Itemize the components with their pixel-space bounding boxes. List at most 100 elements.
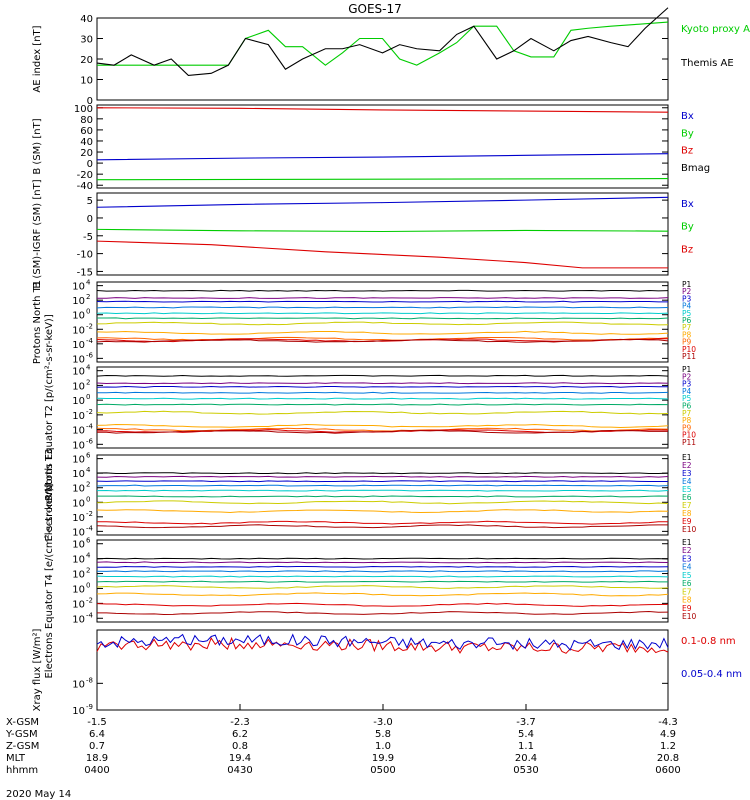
y-tick-exponent: 6 [86, 452, 91, 460]
axis-row-label: hhmm [6, 765, 38, 776]
y-tick-label: 40 [80, 137, 93, 148]
y-axis-label: Protons North T1 [32, 280, 43, 364]
series-line [96, 423, 669, 428]
y-tick-label: -20 [77, 170, 93, 181]
series-line [96, 306, 669, 309]
y-tick-label: 10 [72, 440, 85, 451]
y-axis-label: AE index [nT] [32, 25, 43, 92]
axis-value: 6.2 [232, 729, 248, 740]
y-tick-label: 10 [72, 498, 85, 509]
legend-entry: Bx [681, 199, 694, 210]
axis-value: 1.1 [518, 741, 534, 752]
axis-value: -3.7 [516, 717, 536, 728]
y-axis-label: Electrons North T3 [44, 448, 55, 541]
panel-frame [96, 454, 669, 536]
y-tick-exponent: -2 [86, 408, 93, 416]
y-tick-label: 100 [74, 104, 93, 115]
y-tick-exponent: -2 [86, 510, 93, 518]
y-tick-label: 10 [72, 325, 85, 336]
series-line [96, 585, 669, 589]
series-line [96, 570, 669, 573]
y-tick-exponent: -2 [86, 596, 93, 604]
legend-entry: P2 [682, 372, 692, 381]
legend-entry: P4 [682, 387, 692, 396]
series-line [96, 592, 669, 597]
legend-entry: E2 [682, 546, 692, 555]
legend-entry: P3 [682, 294, 692, 303]
y-tick-label: 10 [72, 484, 85, 495]
y-tick-label: 10 [72, 455, 85, 466]
y-tick-label: 10 [72, 381, 85, 392]
y-tick-exponent: 0 [86, 495, 90, 503]
legend-entry: P8 [682, 330, 692, 339]
y-tick-label: 10 [80, 76, 93, 87]
series-line [96, 602, 669, 607]
y-tick-label: 10 [72, 540, 85, 551]
axis-value: -1.5 [87, 717, 107, 728]
series-line [96, 385, 669, 388]
y-tick-label: 10 [72, 527, 85, 538]
y-tick-label: 40 [80, 14, 93, 25]
y-axis-label: Protons Equator T2 [p/(cm²-s-sr-keV)] [44, 314, 55, 501]
panel-frame [96, 17, 669, 101]
y-tick-exponent: 6 [86, 537, 91, 545]
y-tick-exponent: -6 [86, 351, 94, 359]
axis-value: 20.8 [657, 753, 679, 764]
y-axis-label: Electrons Equator T4 [e/(cm²-s-sr-keV)] [44, 483, 55, 678]
y-tick-label: 10 [72, 354, 85, 365]
legend-entry: Bz [681, 244, 693, 255]
series-line [96, 633, 669, 651]
plot-title: GOES-17 [348, 2, 402, 16]
y-tick-label: 10 [72, 282, 85, 293]
axis-value: -3.0 [373, 717, 393, 728]
axis-value: 20.4 [515, 753, 537, 764]
series-line [96, 297, 669, 299]
y-tick-exponent: 4 [86, 279, 91, 287]
y-tick-label: 10 [72, 570, 85, 581]
series-line [96, 427, 669, 432]
panel-frame [96, 281, 669, 363]
y-axis-label: Xray flux [W/m²] [32, 629, 43, 712]
axis-value: -4.3 [658, 717, 678, 728]
axis-value: 18.9 [86, 753, 108, 764]
y-tick-label: 10 [72, 513, 85, 524]
legend-entry: 0.05-0.4 nm [681, 669, 742, 680]
legend-entry: E1 [682, 538, 692, 547]
series-line [96, 636, 669, 654]
axis-row-label: Z-GSM [6, 741, 39, 752]
series-line [96, 575, 669, 578]
series-line [96, 336, 669, 341]
y-tick-exponent: 2 [86, 293, 90, 301]
axis-value: 0.7 [89, 741, 105, 752]
series-line [96, 565, 669, 568]
y-tick-label: 10 [72, 311, 85, 322]
legend-entry: E9 [682, 517, 692, 526]
y-tick-label: 20 [80, 55, 93, 66]
legend-entry: E5 [682, 485, 692, 494]
series-line [96, 611, 669, 615]
legend-entry: P6 [682, 316, 692, 325]
y-tick-label: -15 [77, 267, 93, 278]
y-axis-label: B (SM)-IGRF (SM) [nT] [32, 179, 43, 288]
y-tick-exponent: 0 [86, 393, 90, 401]
legend-entry: 0.1-0.8 nm [681, 636, 736, 647]
y-tick-label: 10 [72, 411, 85, 422]
legend-entry: P7 [682, 323, 692, 332]
legend-entry: P1 [682, 365, 692, 374]
legend-entry: By [681, 222, 694, 233]
legend-entry: E9 [682, 604, 692, 613]
legend-entry: Bmag [681, 163, 710, 174]
y-tick-exponent: -9 [86, 703, 93, 711]
axis-value: -2.3 [230, 717, 250, 728]
series-line [97, 21, 669, 66]
axis-value: 0600 [655, 765, 680, 776]
y-tick-label: 10 [72, 426, 85, 437]
series-line [96, 7, 669, 76]
series-line [96, 495, 669, 498]
axis-value: 19.4 [229, 753, 251, 764]
series-line [96, 480, 669, 483]
series-line [96, 472, 669, 475]
